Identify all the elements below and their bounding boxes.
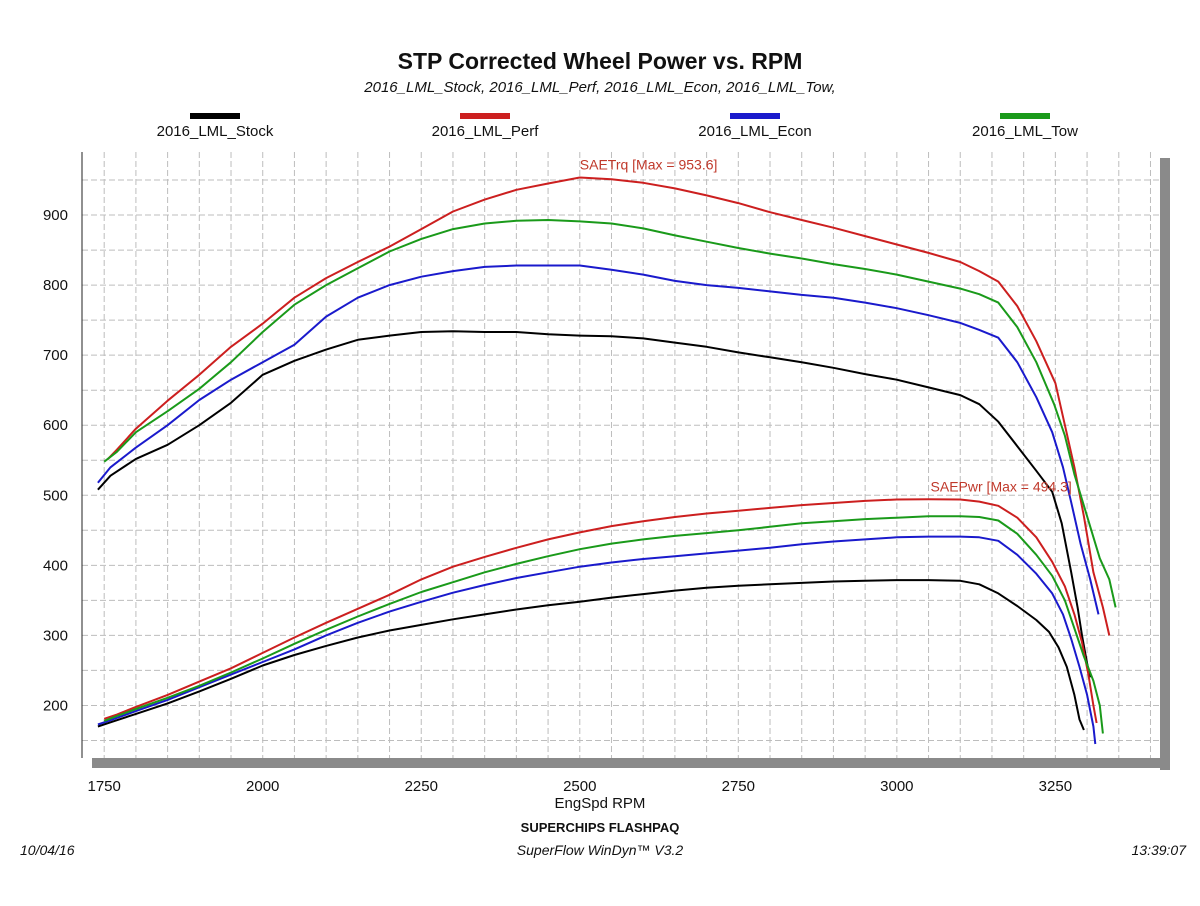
legend-label-stock: 2016_LML_Stock: [156, 123, 274, 140]
footer-program: SUPERCHIPS FLASHPAQ: [520, 820, 680, 835]
legend-label-perf: 2016_LML_Perf: [431, 123, 539, 140]
x-tick-label: 2500: [563, 778, 596, 795]
legend-swatch-perf: [460, 113, 510, 119]
plot-shadow-bottom: [92, 758, 1170, 768]
x-tick-label: 3250: [1039, 778, 1072, 795]
legend-label-econ: 2016_LML_Econ: [698, 123, 812, 140]
series-line-2016-lml-econ-torque: [97, 264, 1100, 615]
legend-swatch-stock: [190, 113, 240, 119]
series-line-2016-lml-perf-power: [103, 498, 1098, 724]
x-tick-label: 2750: [722, 778, 755, 795]
plot-shadow-right: [1160, 158, 1170, 770]
y-tick-label: 400: [43, 557, 68, 574]
footer-product: SuperFlow WinDyn™ V3.2: [516, 842, 684, 858]
x-tick-label: 1750: [88, 778, 121, 795]
series-line-2016-lml-stock-torque: [97, 330, 1092, 678]
y-tick-label: 700: [43, 347, 68, 364]
y-tick-label: 900: [43, 207, 68, 224]
legend-item-econ: 2016_LML_Econ: [655, 113, 855, 140]
series-line-2016-lml-tow-power: [103, 515, 1104, 734]
y-tick-label: 200: [43, 697, 68, 714]
x-tick-label: 3000: [880, 778, 913, 795]
x-axis-label: EngSpd RPM: [554, 795, 646, 812]
footer-time: 13:39:07: [1131, 842, 1187, 858]
footer-date: 10/04/16: [20, 842, 75, 858]
chart-subtitle: 2016_LML_Stock, 2016_LML_Perf, 2016_LML_…: [364, 79, 836, 96]
y-tick-label: 500: [43, 487, 68, 504]
x-tick-label: 2000: [246, 778, 279, 795]
series-line-2016-lml-econ-power: [97, 535, 1097, 745]
legend-label-tow: 2016_LML_Tow: [972, 123, 1078, 140]
y-tick-label: 800: [43, 277, 68, 294]
legend-swatch-econ: [730, 113, 780, 119]
series-line-2016-lml-stock-power: [97, 579, 1085, 731]
annotation-label: SAETrq [Max = 953.6]: [580, 157, 718, 173]
legend-swatch-tow: [1000, 113, 1050, 119]
legend-item-perf: 2016_LML_Perf: [385, 113, 585, 140]
series-line-2016-lml-tow-torque: [103, 219, 1117, 608]
legend-item-stock: 2016_LML_Stock: [115, 113, 315, 140]
legend-item-tow: 2016_LML_Tow: [925, 113, 1125, 140]
y-tick-label: 600: [43, 417, 68, 434]
chart-title: STP Corrected Wheel Power vs. RPM: [397, 48, 803, 74]
x-tick-label: 2250: [405, 778, 438, 795]
annotation-label: SAEPwr [Max = 494.3]: [931, 478, 1072, 494]
series-line-2016-lml-perf-torque: [106, 176, 1111, 636]
y-tick-label: 300: [43, 627, 68, 644]
